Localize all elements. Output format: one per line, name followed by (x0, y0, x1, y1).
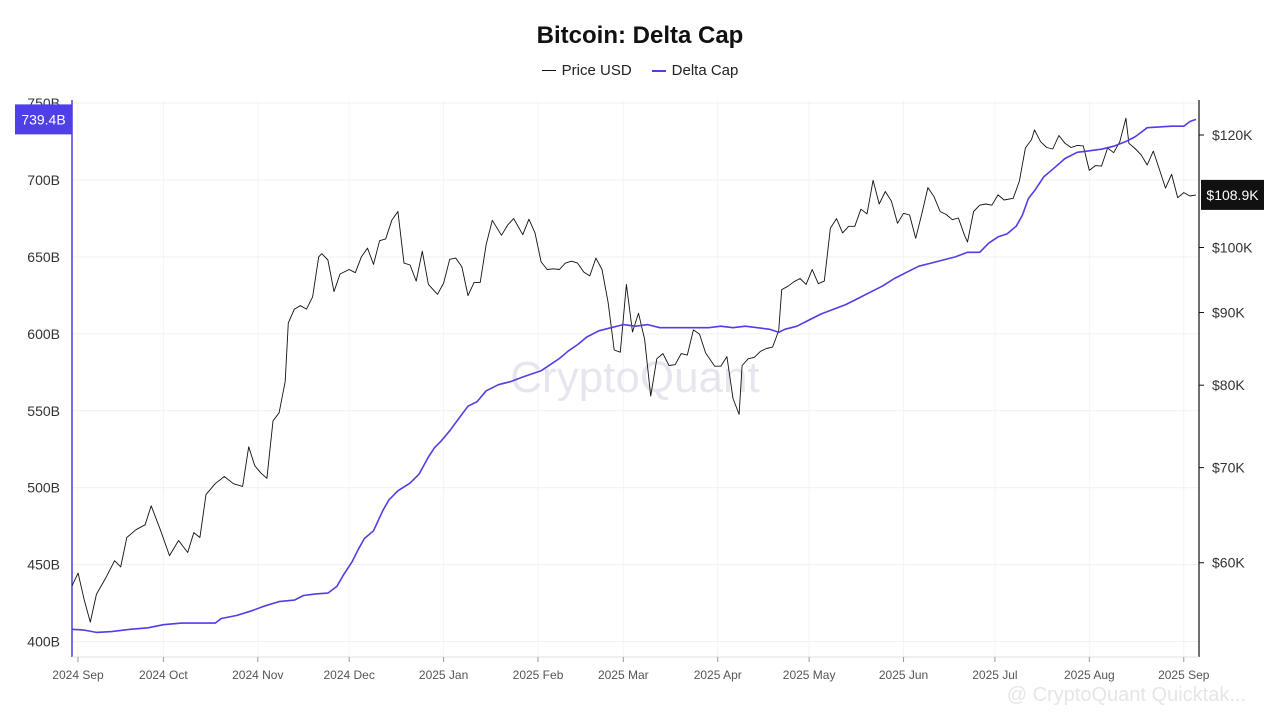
legend: Price USD Delta Cap (0, 62, 1280, 79)
x-tick-label: 2025 Mar (598, 668, 649, 682)
x-axis: 2024 Sep 2024 Oct 2024 Nov 2024 Dec 2025 Jan… (52, 656, 1210, 682)
legend-label-price: Price USD (561, 62, 632, 79)
x-tick-label: 2024 Nov (232, 668, 283, 682)
x-tick-label: 2025 Jan (419, 668, 468, 682)
x-tick-label: 2024 Sep (52, 668, 104, 682)
left-tick-label: 550B (27, 403, 60, 419)
x-tick-label: 2025 Jul (972, 668, 1017, 682)
series-line-price-usd (71, 117, 1197, 623)
current-price-badge (1201, 179, 1264, 210)
left-tick-label: 500B (27, 480, 60, 496)
left-tick-label: 650B (27, 249, 60, 265)
series-group (71, 117, 1197, 634)
right-tick-label: $120K (1212, 127, 1253, 143)
gridlines (72, 100, 1199, 657)
right-tick-label: $60K (1212, 555, 1245, 571)
footer-attribution: @ CryptoQuant Quicktak... (1007, 684, 1246, 706)
x-tick-label: 2025 Feb (513, 668, 564, 682)
current-delta-cap-badge (15, 104, 72, 135)
x-tick-label: 2025 May (783, 668, 836, 682)
legend-swatch-price (541, 70, 556, 71)
right-tick-label: $70K (1212, 460, 1245, 476)
watermark: CryptoQuant (510, 353, 759, 402)
legend-label-delta-cap: Delta Cap (671, 62, 739, 79)
x-tick-label: 2025 Jun (879, 668, 928, 682)
left-tick-label: 450B (27, 557, 60, 573)
legend-item-price[interactable]: Price USD (541, 62, 632, 79)
current-price-label: $108.9K (1206, 187, 1259, 203)
right-tick-label: $80K (1212, 377, 1245, 393)
current-delta-cap-label: 739.4B (21, 111, 65, 127)
right-tick-label: $100K (1212, 239, 1253, 255)
x-tick-label: 2025 Sep (1158, 668, 1210, 682)
x-tick-label: 2025 Aug (1064, 668, 1115, 682)
legend-swatch-delta-cap (651, 69, 666, 72)
x-tick-label: 2025 Apr (694, 668, 742, 682)
current-value-labels: 739.4B $108.9K (15, 104, 1264, 210)
x-tick-label: 2024 Dec (323, 668, 374, 682)
left-tick-label: 400B (27, 634, 60, 650)
chart-title: Bitcoin: Delta Cap (536, 22, 744, 49)
x-tick-label: 2024 Oct (139, 668, 188, 682)
legend-item-delta-cap[interactable]: Delta Cap (651, 62, 739, 79)
right-axis: $60K $70K $80K $90K $100K $120K (1198, 100, 1253, 657)
left-tick-label: 700B (27, 172, 60, 188)
left-tick-label: 600B (27, 326, 60, 342)
right-tick-label: $90K (1212, 305, 1245, 321)
